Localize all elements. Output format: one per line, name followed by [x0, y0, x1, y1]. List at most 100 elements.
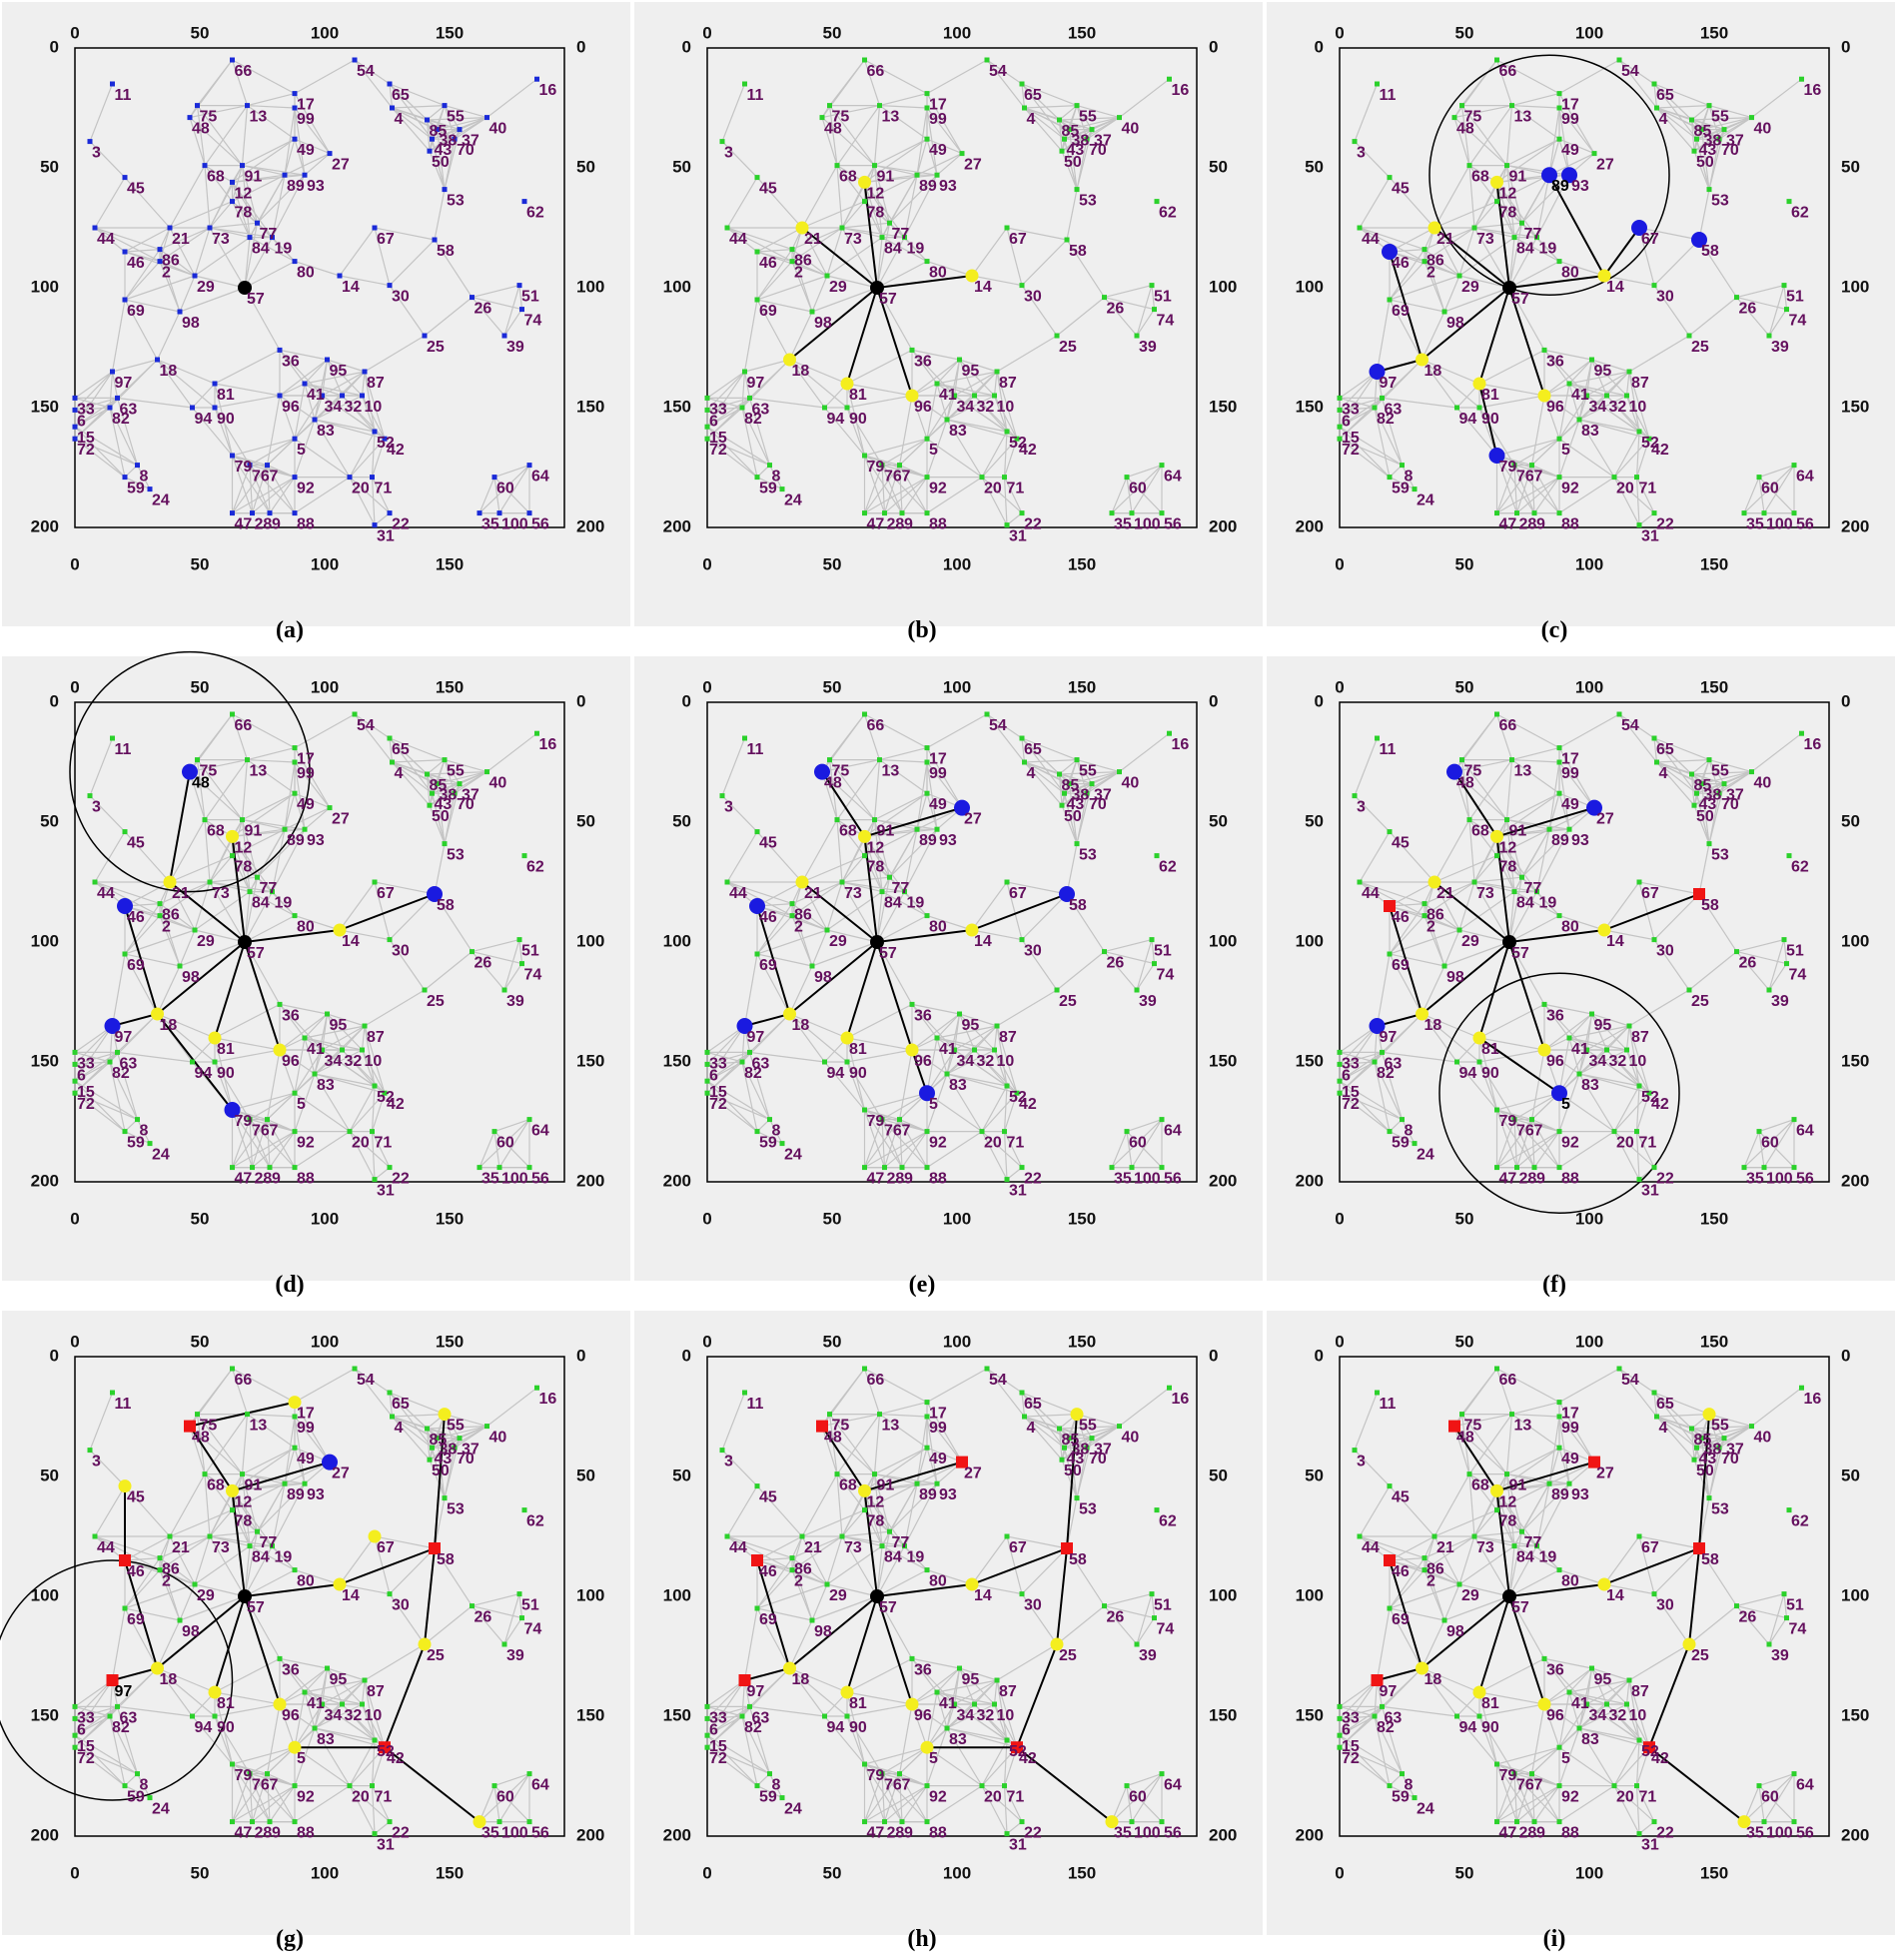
node-label: 54 [357, 1372, 375, 1389]
node-label: 73 [844, 1539, 862, 1556]
node-dot [1786, 1507, 1792, 1513]
network-edge [1736, 939, 1785, 953]
network-edge [1424, 915, 1445, 967]
network-edge [836, 1473, 865, 1510]
node-dot [909, 1001, 915, 1007]
node-dot [934, 172, 940, 178]
network-edge [911, 1004, 938, 1039]
x-tick-label-top: 150 [1700, 1332, 1728, 1351]
y-tick-label-right: 200 [1209, 1171, 1237, 1190]
node-dot [122, 175, 128, 181]
tree-edge [788, 287, 878, 361]
network-edge [349, 477, 391, 514]
network-edge [74, 1705, 118, 1719]
network-edge [903, 175, 918, 238]
node-label: 75 [832, 763, 850, 780]
node-dot [897, 1771, 902, 1777]
network-edge [1653, 1392, 1658, 1418]
highlight-node [163, 875, 177, 889]
node-label: 53 [447, 1501, 465, 1518]
node-dot [427, 802, 433, 808]
network-edge [756, 903, 793, 955]
node-dot [72, 1732, 78, 1738]
network-edge [1389, 177, 1435, 229]
network-edge [1508, 223, 1523, 289]
node-label: 49 [297, 1451, 315, 1468]
node-dot [277, 1001, 283, 1007]
node-dot [292, 1783, 298, 1789]
node-label: 100 [501, 1171, 528, 1188]
y-tick-label-left: 200 [31, 516, 59, 535]
network-edge [1635, 1131, 1640, 1180]
network-edge [249, 465, 296, 514]
network-edge [1006, 227, 1023, 286]
node-label: 63 [1385, 401, 1403, 418]
network-edge [1076, 759, 1120, 773]
y-tick-label-left: 50 [1305, 1466, 1324, 1484]
network-edge [493, 477, 500, 513]
node-label: 82 [112, 1719, 130, 1736]
network-edge [426, 119, 431, 152]
node-dot [292, 1165, 298, 1171]
node-dot [457, 127, 463, 133]
network-edge [242, 1447, 296, 1475]
network-edge [74, 426, 138, 467]
network-edge [249, 465, 254, 513]
highlight-node [1693, 888, 1705, 900]
highlight-node [783, 353, 796, 367]
network-edge [204, 819, 233, 856]
node-label: 90 [217, 1719, 235, 1736]
node-dot [1022, 759, 1027, 765]
network-edge [1003, 431, 1008, 478]
network-edge [706, 1705, 743, 1717]
node-dot [430, 790, 435, 796]
network-edge [204, 165, 233, 202]
network-edge [314, 1073, 376, 1087]
node-label: 31 [1641, 528, 1659, 545]
network-edge [756, 881, 803, 907]
network-edge [424, 951, 473, 991]
node-dot [526, 1819, 532, 1825]
node-dot [992, 1047, 997, 1053]
node-label: 30 [1024, 289, 1042, 306]
node-label: 9 [1536, 516, 1545, 533]
network-edge [1461, 1414, 1507, 1474]
network-edge [874, 792, 928, 821]
network-edge [971, 1583, 1023, 1595]
tree-edge [156, 941, 246, 1015]
network-edge [349, 1131, 391, 1169]
network-edge [748, 1052, 771, 1120]
node-label: 29 [197, 1587, 215, 1604]
node-label: 30 [392, 943, 410, 960]
network-edge [1568, 1037, 1587, 1051]
network-edge [1693, 1426, 1752, 1461]
y-tick-label-left: 0 [682, 37, 691, 56]
network-edge [1339, 1734, 1391, 1787]
node-dot [704, 1078, 710, 1084]
node-label: 9 [272, 516, 281, 533]
network-edge [743, 371, 751, 399]
y-tick-label-left: 0 [50, 1346, 59, 1365]
network-edge [231, 836, 259, 878]
node-dot [1784, 307, 1789, 313]
network-edge [926, 713, 988, 749]
network-edge [911, 350, 938, 385]
node-label: 7 [1534, 469, 1543, 486]
node-dot [819, 115, 825, 121]
node-dot [984, 711, 990, 717]
node-dot [1129, 1165, 1135, 1171]
network-edge [1625, 1049, 1650, 1094]
network-edge [1076, 105, 1120, 119]
network-edge [864, 1368, 928, 1404]
node-label: 43 [435, 1451, 453, 1468]
node-dot [122, 829, 128, 835]
network-edge [1635, 1785, 1655, 1822]
network-edge [1021, 1392, 1078, 1416]
network-edge [389, 83, 394, 109]
network-edge [1058, 119, 1063, 152]
node-dot [1422, 1567, 1427, 1573]
plot-frame [1339, 701, 1830, 1183]
x-tick-label-top: 0 [1335, 1332, 1344, 1351]
node-label: 28 [1519, 516, 1537, 533]
node-dot [1546, 826, 1552, 832]
